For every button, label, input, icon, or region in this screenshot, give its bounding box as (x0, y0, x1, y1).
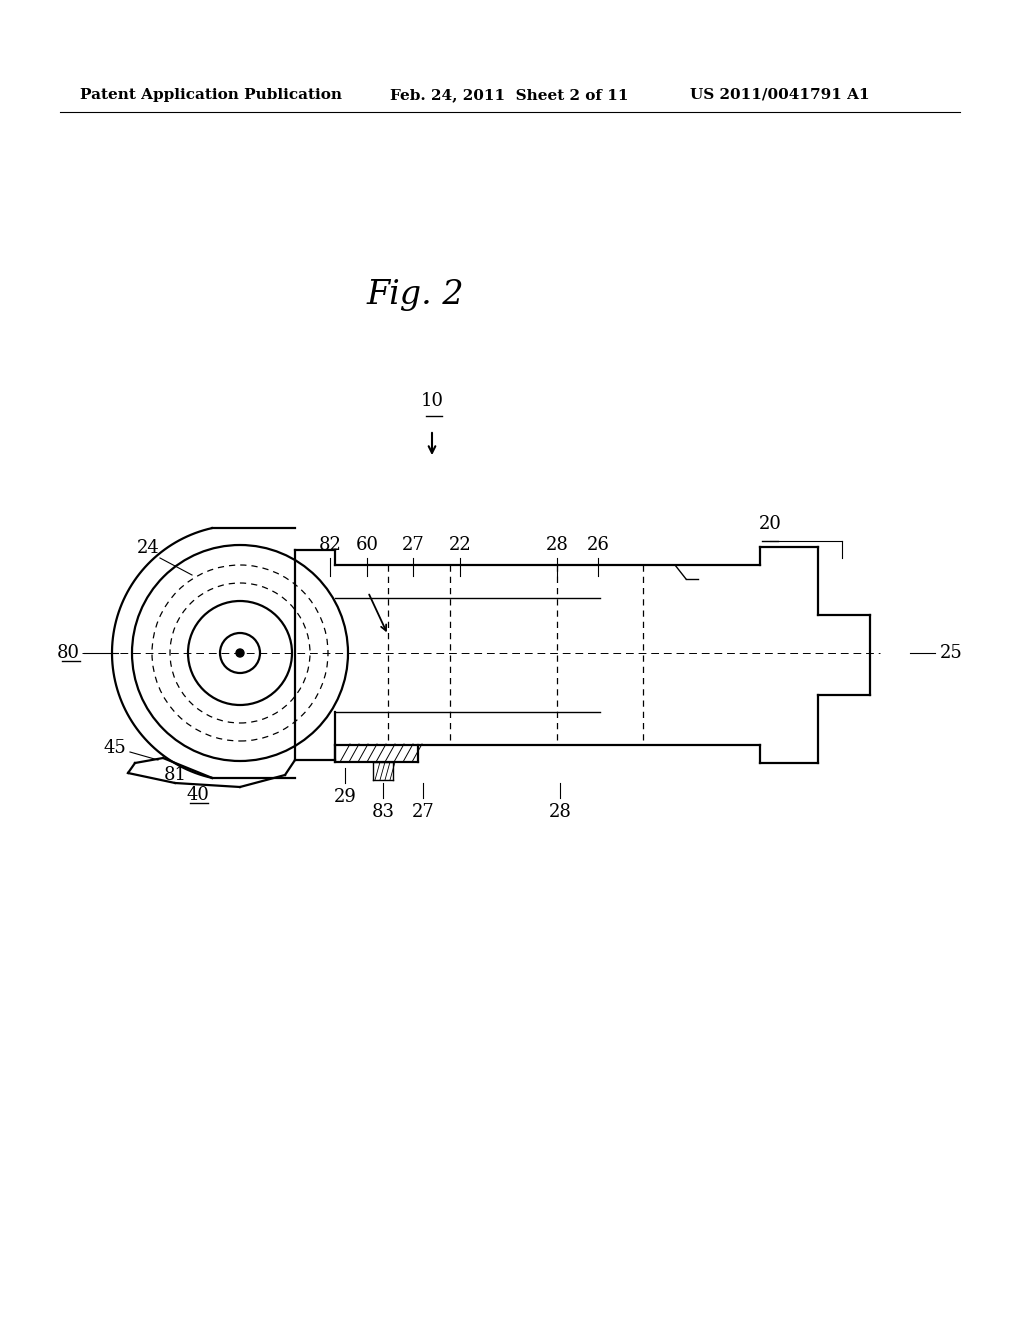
Text: 20: 20 (759, 515, 781, 533)
Text: 28: 28 (546, 536, 568, 554)
Text: 25: 25 (940, 644, 963, 663)
Text: 24: 24 (136, 539, 160, 557)
Text: Fig. 2: Fig. 2 (367, 279, 464, 312)
Text: 82: 82 (318, 536, 341, 554)
Text: 22: 22 (449, 536, 471, 554)
Text: US 2011/0041791 A1: US 2011/0041791 A1 (690, 88, 869, 102)
Text: Feb. 24, 2011  Sheet 2 of 11: Feb. 24, 2011 Sheet 2 of 11 (390, 88, 629, 102)
Text: 27: 27 (412, 803, 434, 821)
Circle shape (236, 649, 244, 657)
Text: 10: 10 (421, 392, 443, 411)
Text: 45: 45 (103, 739, 126, 756)
Text: 26: 26 (587, 536, 609, 554)
Text: 60: 60 (355, 536, 379, 554)
Text: 29: 29 (334, 788, 356, 807)
Text: Patent Application Publication: Patent Application Publication (80, 88, 342, 102)
Text: 40: 40 (186, 785, 210, 804)
Text: 80: 80 (56, 644, 80, 663)
Text: 81: 81 (164, 766, 186, 784)
Text: 28: 28 (549, 803, 571, 821)
Text: 83: 83 (372, 803, 394, 821)
Text: 27: 27 (401, 536, 424, 554)
